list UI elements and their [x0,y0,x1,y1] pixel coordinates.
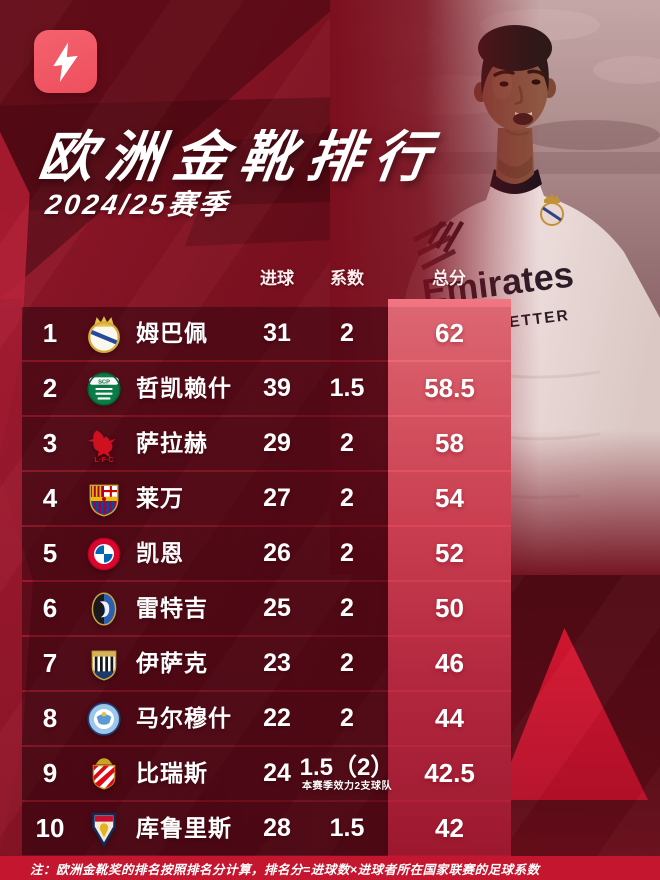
lightning-icon [52,41,78,82]
newcastle-crest-icon [84,644,124,684]
goals-value: 25 [263,594,291,622]
player-name: 库鲁里斯 [136,815,232,841]
rank-number: 9 [42,758,58,788]
sporting-cp-crest-icon: SCP [84,369,124,409]
bg-left-gutter [0,299,22,856]
rank-number: 2 [42,373,58,403]
coefficient-main: 2 [340,649,354,677]
goals-value: 28 [263,814,291,842]
goals-value: 39 [263,374,291,402]
total-points-value: 54 [435,483,464,513]
bayern-munich-crest-icon [84,534,124,574]
man-city-crest-icon [84,699,124,739]
total-points-value: 62 [435,318,464,348]
footnote-bar: 注：欧洲金靴奖的排名按照排名分计算，排名分=进球数×进球者所在国家联赛的足球系数 [0,856,660,880]
total-points-value: 42.5 [424,758,475,788]
atalanta-crest-icon [84,589,124,629]
player-name: 莱万 [136,485,184,511]
column-header-coefficient: 系数 [330,269,364,288]
total-points-value: 50 [435,593,464,623]
coefficient-value: 2 [287,582,407,635]
season-subtitle: 2024/25赛季 [43,189,233,220]
table-row: 7 伊萨克 23 2 46 [22,637,511,690]
real-madrid-crest-icon [84,314,124,354]
total-points-value: 52 [435,538,464,568]
total-points-value: 44 [435,703,464,733]
table-row: 1 姆巴佩 31 2 62 [22,307,511,360]
player-name: 比瑞斯 [136,760,208,786]
total-points-value: 58.5 [424,373,475,403]
table-row: 5 凯恩 26 2 52 [22,527,511,580]
rank-number: 10 [35,813,65,843]
table-row: 8 马尔穆什 22 2 44 [22,692,511,745]
rank-number: 6 [42,593,58,623]
coefficient-value: 2 [287,527,407,580]
brand-badge [34,30,97,93]
player-name: 姆巴佩 [136,320,208,346]
coefficient-value: 1.5（2） 本赛季效力2支球队 [287,747,407,800]
coefficient-value: 2 [287,637,407,690]
player-name: 凯恩 [136,540,184,566]
pogon-szczecin-crest-icon [84,809,124,849]
goals-value: 31 [263,319,291,347]
goals-value: 27 [263,484,291,512]
coefficient-note: 本赛季效力2支球队 [301,780,393,792]
column-header-total: 总分 [432,269,466,288]
coefficient-main: 2 [340,319,354,347]
total-points-value: 42 [435,813,464,843]
coefficient-main: 2 [340,539,354,567]
coefficient-main: 2 [340,484,354,512]
coefficient-value: 2 [287,692,407,745]
player-name: 萨拉赫 [136,430,208,456]
goals-value: 29 [263,429,291,457]
goals-value: 22 [263,704,291,732]
goals-value: 26 [263,539,291,567]
rank-number: 8 [42,703,58,733]
coefficient-main: 2 [340,704,354,732]
goals-value: 23 [263,649,291,677]
player-name: 哲凯赖什 [136,375,232,401]
coefficient-main: 1.5 [329,374,365,402]
liverpool-crest-icon: L·F·C [84,424,124,464]
barcelona-crest-icon [84,479,124,519]
coefficient-main: 1.5（2） [299,753,395,781]
total-points-value: 46 [435,648,464,678]
coefficient-main: 1.5 [329,814,365,842]
rank-number: 3 [42,428,58,458]
table-row: 9 比瑞斯 24 1.5（2） 本赛季效力2支球队 42.5 [22,747,511,800]
coefficient-value: 2 [287,307,407,360]
table-row: 4 莱万 27 2 54 [22,472,511,525]
coefficient-value: 2 [287,417,407,470]
svg-text:L·F·C: L·F·C [94,455,114,464]
monaco-crest-icon [84,754,124,794]
rank-number: 7 [42,648,58,678]
player-name: 马尔穆什 [136,705,232,731]
coefficient-value: 1.5 [287,802,407,855]
total-points-value: 58 [435,428,464,458]
table-row: 10 库鲁里斯 28 1.5 42 [22,802,511,855]
svg-text:SCP: SCP [98,380,110,386]
table-row: 3 L·F·C 萨拉赫 29 2 58 [22,417,511,470]
goals-value: 24 [263,759,291,787]
table-row: 2 SCP 哲凯赖什 39 1.5 58.5 [22,362,511,415]
coefficient-main: 2 [340,594,354,622]
footnote-text: 注：欧洲金靴奖的排名按照排名分计算，排名分=进球数×进球者所在国家联赛的足球系数 [30,862,540,877]
coefficient-main: 2 [340,429,354,457]
rank-number: 5 [42,538,58,568]
rank-number: 1 [42,318,58,348]
coefficient-value: 2 [287,472,407,525]
page-title: 欧洲金靴排行 [34,126,446,188]
coefficient-value: 1.5 [287,362,407,415]
player-name: 雷特吉 [136,595,208,621]
rank-number: 4 [42,483,58,513]
table-row: 6 雷特吉 25 2 50 [22,582,511,635]
player-name: 伊萨克 [136,650,208,676]
